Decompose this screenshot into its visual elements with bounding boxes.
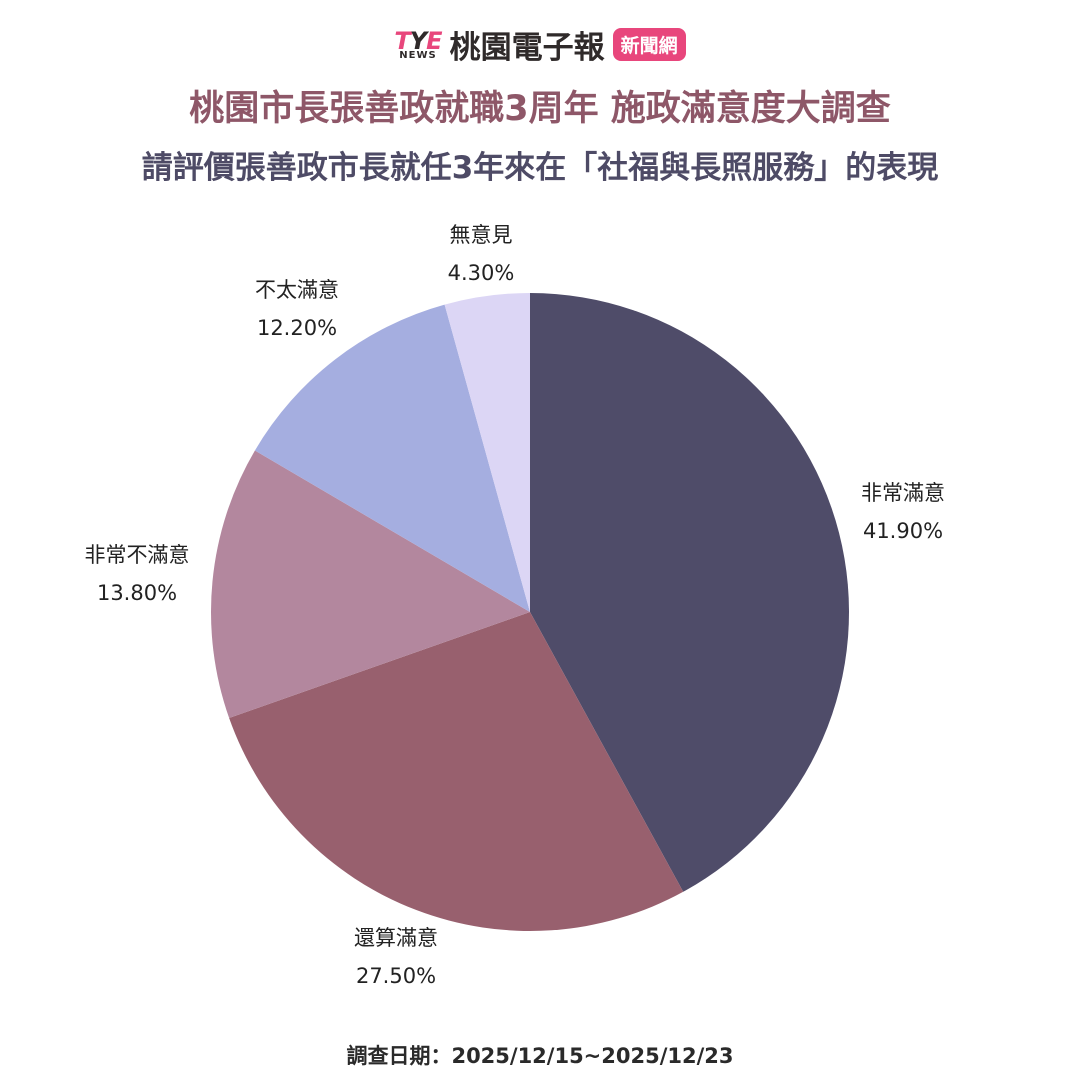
slice-category-label: 非常不滿意 — [85, 543, 190, 567]
slice-category-label: 非常滿意 — [861, 481, 945, 505]
slice-category-label: 還算滿意 — [354, 926, 438, 950]
slice-category-label: 無意見 — [450, 223, 513, 247]
logo-letter-y: Y — [409, 26, 427, 55]
logo-letter-t: T — [394, 26, 410, 55]
pie-slice — [210, 450, 530, 719]
brand-header: TYE NEWS 桃園電子報 新聞網 — [0, 22, 1080, 67]
brand-tag-badge: 新聞網 — [612, 28, 686, 61]
slice-value-label: 12.20% — [257, 316, 337, 340]
pie-slice — [444, 293, 530, 612]
logo-news-text: NEWS — [399, 49, 437, 61]
tye-logo-mark: TYE — [394, 26, 442, 55]
pie-slice — [530, 293, 849, 892]
slice-value-label: 27.50% — [356, 964, 436, 988]
slice-value-label: 13.80% — [97, 581, 177, 605]
slice-value-label: 4.30% — [448, 261, 515, 285]
page-title: 桃園市長張善政就職3周年 施政滿意度大調查 — [189, 89, 891, 129]
pie-slice — [229, 612, 684, 932]
chart-subtitle: 請評價張善政市長就任3年來在「社福與長照服務」的表現 — [141, 150, 939, 186]
survey-dates: 調查日期：2025/12/15~2025/12/23 — [346, 1044, 734, 1068]
slice-category-label: 不太滿意 — [255, 278, 339, 302]
logo-letter-e: E — [426, 26, 442, 55]
tye-news-logo: TYE NEWS — [394, 26, 442, 61]
slice-value-label: 41.90% — [863, 519, 943, 543]
brand-name: 桃園電子報 — [449, 30, 605, 66]
pie-slice — [254, 304, 530, 612]
